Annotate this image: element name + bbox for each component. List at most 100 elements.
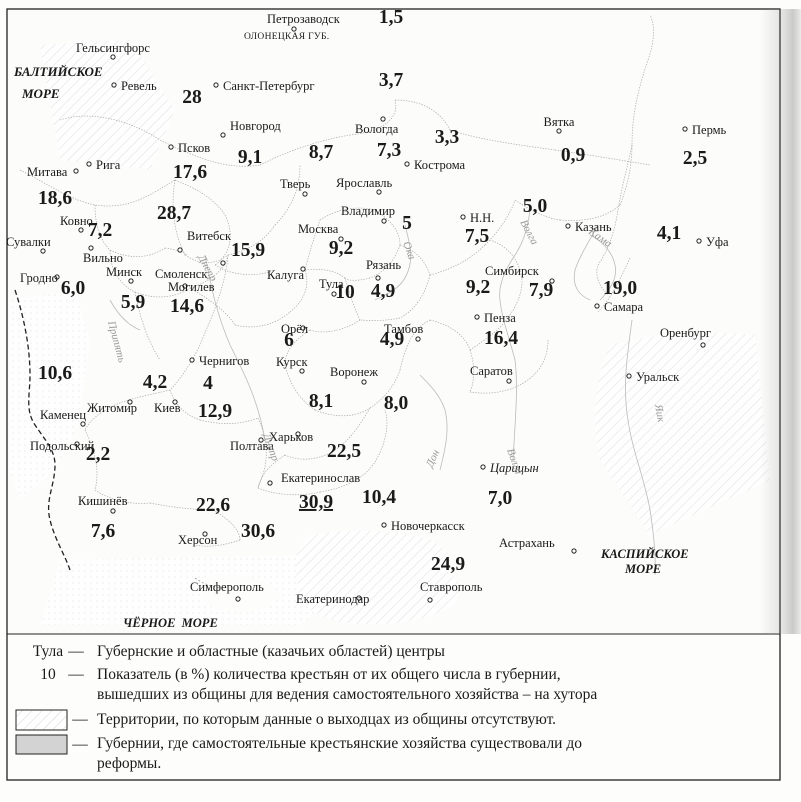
svg-text:Рига: Рига — [96, 158, 121, 172]
svg-text:Екатеринослав: Екатеринослав — [281, 471, 360, 485]
svg-text:5,0: 5,0 — [523, 196, 547, 217]
svg-text:5,9: 5,9 — [121, 292, 146, 313]
svg-text:Вологда: Вологда — [355, 122, 399, 136]
svg-text:18,6: 18,6 — [38, 188, 72, 209]
svg-text:6,0: 6,0 — [61, 278, 85, 299]
svg-text:28,7: 28,7 — [157, 203, 191, 224]
svg-text:ОЛОНЕЦКАЯ ГУБ.: ОЛОНЕЦКАЯ ГУБ. — [244, 32, 329, 42]
svg-text:1,5: 1,5 — [379, 7, 404, 28]
svg-text:Тула: Тула — [33, 643, 63, 660]
svg-text:Владимир: Владимир — [341, 204, 395, 218]
svg-text:4,2: 4,2 — [143, 372, 167, 393]
svg-text:Сувалки: Сувалки — [6, 235, 51, 249]
svg-text:12,9: 12,9 — [198, 401, 232, 422]
svg-text:ЧЁРНОЕ МОРЕ: ЧЁРНОЕ МОРЕ — [123, 616, 218, 630]
svg-text:30,9: 30,9 — [299, 492, 333, 513]
svg-text:Кишинёв: Кишинёв — [78, 494, 128, 508]
svg-text:Новочеркасск: Новочеркасск — [391, 519, 466, 533]
svg-text:10: 10 — [335, 282, 355, 303]
svg-text:Екатеринодар: Екатеринодар — [296, 592, 369, 606]
svg-text:Уфа: Уфа — [706, 235, 729, 249]
svg-text:Каменец: Каменец — [40, 408, 86, 422]
svg-text:Смоленск: Смоленск — [155, 267, 208, 281]
svg-text:Ярославль: Ярославль — [336, 176, 392, 190]
svg-text:10,6: 10,6 — [38, 363, 72, 384]
svg-text:17,6: 17,6 — [173, 162, 207, 183]
svg-text:—: — — [67, 666, 84, 683]
svg-text:30,6: 30,6 — [241, 521, 275, 542]
svg-text:Уральск: Уральск — [636, 370, 680, 384]
svg-text:19,0: 19,0 — [603, 278, 637, 299]
svg-text:—: — — [67, 643, 84, 660]
svg-text:16,4: 16,4 — [484, 328, 518, 349]
svg-text:10,4: 10,4 — [362, 487, 396, 508]
svg-text:Саратов: Саратов — [470, 364, 513, 378]
svg-text:Ревель: Ревель — [121, 79, 157, 93]
svg-text:7,3: 7,3 — [377, 140, 402, 161]
svg-text:Пермь: Пермь — [692, 123, 727, 137]
svg-text:Тверь: Тверь — [280, 177, 311, 191]
svg-text:Рязань: Рязань — [366, 258, 401, 272]
svg-text:—: — — [71, 711, 88, 728]
svg-text:Губернии, где самостоятельные: Губернии, где самостоятельные крестьянск… — [97, 735, 582, 752]
svg-text:Вятка: Вятка — [544, 115, 575, 129]
svg-text:Могилев: Могилев — [168, 280, 215, 294]
svg-text:вышедших из общины для ведения: вышедших из общины для ведения самостоят… — [97, 686, 597, 703]
svg-text:28: 28 — [182, 87, 202, 108]
svg-text:БАЛТИЙСКОЕ: БАЛТИЙСКОЕ — [13, 64, 103, 79]
svg-text:Показатель (в %) количества кр: Показатель (в %) количества крестьян от … — [97, 666, 561, 683]
svg-text:Губернские и областные (казачь: Губернские и областные (казачьих областе… — [97, 643, 446, 660]
svg-text:Гельсингфорс: Гельсингфорс — [76, 41, 150, 55]
svg-text:22,5: 22,5 — [327, 441, 361, 462]
svg-text:9,1: 9,1 — [238, 147, 262, 168]
svg-text:5: 5 — [402, 213, 412, 234]
svg-text:Курск: Курск — [276, 355, 308, 369]
svg-text:Оренбург: Оренбург — [660, 326, 711, 340]
svg-text:Минск: Минск — [106, 265, 143, 279]
svg-text:Житомир: Житомир — [87, 401, 137, 415]
svg-text:Псков: Псков — [178, 141, 210, 155]
svg-text:Митава: Митава — [27, 165, 68, 179]
svg-text:Воронеж: Воронеж — [330, 365, 378, 379]
svg-text:Пенза: Пенза — [484, 311, 516, 325]
svg-text:КАСПИЙСКОЕ: КАСПИЙСКОЕ — [600, 546, 689, 561]
svg-text:4,1: 4,1 — [657, 223, 681, 244]
svg-text:МОРЕ: МОРЕ — [624, 562, 661, 576]
svg-text:МОРЕ: МОРЕ — [21, 86, 60, 101]
svg-text:7,5: 7,5 — [465, 226, 490, 247]
svg-text:Новгород: Новгород — [230, 119, 281, 133]
svg-text:9,2: 9,2 — [466, 277, 490, 298]
svg-text:15,9: 15,9 — [231, 240, 265, 261]
svg-text:24,9: 24,9 — [431, 554, 465, 575]
svg-text:22,6: 22,6 — [196, 495, 230, 516]
svg-text:Вильно: Вильно — [83, 251, 123, 265]
svg-text:Астрахань: Астрахань — [499, 536, 555, 550]
svg-text:8,0: 8,0 — [384, 393, 408, 414]
svg-text:Херсон: Херсон — [178, 533, 218, 547]
svg-text:10: 10 — [40, 666, 56, 683]
svg-text:реформы.: реформы. — [97, 755, 161, 772]
svg-text:Ставрополь: Ставрополь — [420, 580, 483, 594]
svg-text:Самара: Самара — [604, 300, 644, 314]
svg-text:Санкт-Петербург: Санкт-Петербург — [223, 79, 314, 93]
svg-text:3,3: 3,3 — [435, 127, 460, 148]
svg-text:Н.Н.: Н.Н. — [470, 211, 494, 225]
svg-text:Киев: Киев — [154, 401, 181, 415]
svg-text:7,2: 7,2 — [88, 220, 112, 241]
svg-text:7,9: 7,9 — [529, 280, 554, 301]
svg-text:Калуга: Калуга — [267, 268, 304, 282]
svg-text:Территории, по которым данные: Территории, по которым данные о выходцах… — [97, 711, 556, 728]
svg-text:2,2: 2,2 — [86, 444, 110, 465]
svg-text:Симбирск: Симбирск — [485, 264, 540, 278]
svg-text:6: 6 — [284, 330, 294, 351]
svg-text:Чернигов: Чернигов — [199, 354, 249, 368]
svg-text:Москва: Москва — [298, 222, 339, 236]
svg-text:Петрозаводск: Петрозаводск — [267, 12, 341, 26]
svg-text:8,7: 8,7 — [309, 142, 334, 163]
svg-text:4: 4 — [203, 373, 213, 394]
svg-text:—: — — [71, 736, 88, 753]
svg-text:0,9: 0,9 — [561, 145, 586, 166]
svg-text:2,5: 2,5 — [683, 148, 708, 169]
svg-text:7,0: 7,0 — [488, 488, 512, 509]
svg-text:Гродно: Гродно — [20, 271, 58, 285]
